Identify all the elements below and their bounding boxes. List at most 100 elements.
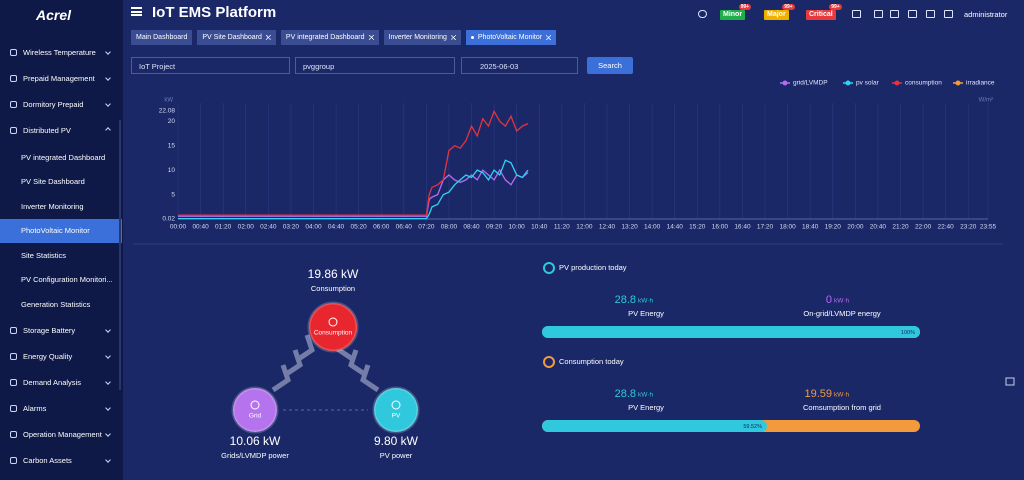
tab[interactable]: Inverter Monitoring xyxy=(383,30,461,45)
badge-count: 99+ xyxy=(829,4,842,10)
submenu-item[interactable]: PhotoVoltaic Monitor xyxy=(0,218,122,243)
settings-icon[interactable] xyxy=(1005,377,1015,386)
submenu-item[interactable]: PV integrated Dashboard xyxy=(0,145,122,170)
date-picker[interactable]: 2025-06-03 xyxy=(461,57,578,74)
x-tick-label: 19:20 xyxy=(825,224,842,231)
logo: Acrel xyxy=(36,7,72,23)
stat-unit: kW·h xyxy=(638,392,654,399)
flow-node-icon xyxy=(250,400,260,410)
menu-label: Prepaid Management xyxy=(23,73,95,83)
menu-caret xyxy=(105,75,111,81)
legend-label: grid/LVMDP xyxy=(793,80,828,87)
submenu-item[interactable]: PV Configuration Monitori... xyxy=(0,268,122,293)
x-tick-label: 09:20 xyxy=(486,224,503,231)
bar-fill xyxy=(542,420,767,432)
submenu-item[interactable]: Site Statistics xyxy=(0,243,122,268)
x-tick-label: 21:20 xyxy=(892,224,909,231)
section-icon xyxy=(543,262,555,274)
y-tick-label: 20 xyxy=(168,118,176,125)
tab-close[interactable] xyxy=(265,35,271,40)
tab[interactable]: PV Site Dashboard xyxy=(197,30,276,45)
menu-icon xyxy=(10,100,17,108)
menu-caret xyxy=(105,405,111,411)
tab[interactable]: PV integrated Dashboard xyxy=(280,30,379,45)
user-name[interactable]: administrator xyxy=(964,10,1008,19)
badge-label: Major xyxy=(767,11,786,18)
x-tick-label: 16:00 xyxy=(712,224,729,231)
y2-unit: W/m² xyxy=(979,98,993,104)
bar-fill xyxy=(542,326,920,338)
stat-value: 28.8 xyxy=(615,388,636,400)
search-button[interactable]: Search xyxy=(587,57,633,74)
badge-label: Minor xyxy=(723,11,743,18)
x-tick-label: 01:20 xyxy=(215,224,232,231)
submenu-label: PV integrated Dashboard xyxy=(21,152,106,162)
x-tick-label: 04:40 xyxy=(328,224,345,231)
menu-label: Alarms xyxy=(23,403,47,413)
submenu-label: Inverter Monitoring xyxy=(21,201,84,211)
series-line xyxy=(178,168,529,217)
y-tick-label: 15 xyxy=(168,142,176,149)
badge-count: 99+ xyxy=(782,4,795,10)
search-icon[interactable] xyxy=(698,10,707,18)
menu-caret xyxy=(105,101,111,107)
y-unit: kW xyxy=(164,98,173,104)
bar-label: 59.52% xyxy=(743,424,762,430)
mute-icon[interactable] xyxy=(852,10,861,18)
menu-item[interactable]: Alarms xyxy=(0,395,122,421)
x-tick-label: 10:00 xyxy=(509,224,526,231)
x-tick-label: 00:00 xyxy=(170,224,187,231)
x-tick-label: 23:20 xyxy=(960,224,977,231)
theme-icon[interactable] xyxy=(944,10,953,18)
flow-value: 9.80 kW xyxy=(374,434,419,448)
menu-item[interactable]: Demand Analysis xyxy=(0,369,122,395)
alarm-badge[interactable]: Minor 99+ xyxy=(720,4,752,20)
tab-close[interactable] xyxy=(450,35,456,40)
fullscreen-icon[interactable] xyxy=(908,10,917,18)
submenu-label: PhotoVoltaic Monitor xyxy=(21,226,90,236)
menu-icon xyxy=(10,126,17,134)
menu-label: Demand Analysis xyxy=(23,377,81,387)
alarm-badge[interactable]: Critical 99+ xyxy=(806,4,842,20)
menu-toggle[interactable] xyxy=(131,7,142,16)
menu-caret xyxy=(105,457,111,463)
submenu-item[interactable]: Generation Statistics xyxy=(0,292,122,317)
tab[interactable]: Main Dashboard xyxy=(131,30,193,45)
legend-dot xyxy=(955,80,961,86)
project-select[interactable]: IoT Project xyxy=(131,57,290,74)
grid-icon[interactable] xyxy=(874,10,883,18)
menu-caret xyxy=(105,49,111,55)
tab-close[interactable] xyxy=(368,35,374,40)
submenu-item[interactable]: PV Site Dashboard xyxy=(0,170,122,195)
menu-item[interactable]: Prepaid Management xyxy=(0,65,122,91)
x-tick-label: 10:40 xyxy=(531,224,548,231)
menu-label: Dormitory Prepaid xyxy=(23,99,84,109)
screen-icon[interactable] xyxy=(890,10,899,18)
tab-label: PhotoVoltaic Monitor xyxy=(477,34,543,41)
alarm-badge[interactable]: Major 99+ xyxy=(764,4,795,20)
submenu-item[interactable]: Inverter Monitoring xyxy=(0,194,122,219)
flow-node-icon xyxy=(391,400,401,410)
tab-close[interactable] xyxy=(546,35,552,40)
flow-node-label: Consumption xyxy=(314,330,353,337)
menu-item[interactable]: Storage Battery xyxy=(0,317,122,343)
menu-item[interactable]: Carbon Assets xyxy=(0,447,122,473)
tab-label: PV Site Dashboard xyxy=(202,34,262,41)
menu-item[interactable]: Operation Management xyxy=(0,421,122,447)
x-tick-label: 17:20 xyxy=(757,224,774,231)
bar-label: 100% xyxy=(901,330,915,336)
menu-icon xyxy=(10,430,17,438)
flow-value: 19.86 kW xyxy=(308,267,359,281)
menu-item[interactable]: Dormitory Prepaid xyxy=(0,91,122,117)
window-icon[interactable] xyxy=(926,10,935,18)
menu-icon xyxy=(10,326,17,334)
stat-label: PV Energy xyxy=(628,403,664,412)
menu-item[interactable]: Wireless Temperature xyxy=(0,39,122,65)
menu-item[interactable]: Distributed PV xyxy=(0,117,122,143)
menu-item[interactable]: Energy Quality xyxy=(0,343,122,369)
stat-value: 0 xyxy=(826,294,832,306)
tab[interactable]: PhotoVoltaic Monitor xyxy=(465,30,557,45)
menu-label: Operation Management xyxy=(23,429,102,439)
group-select[interactable]: pvggroup xyxy=(295,57,455,74)
menu-caret xyxy=(105,353,111,359)
